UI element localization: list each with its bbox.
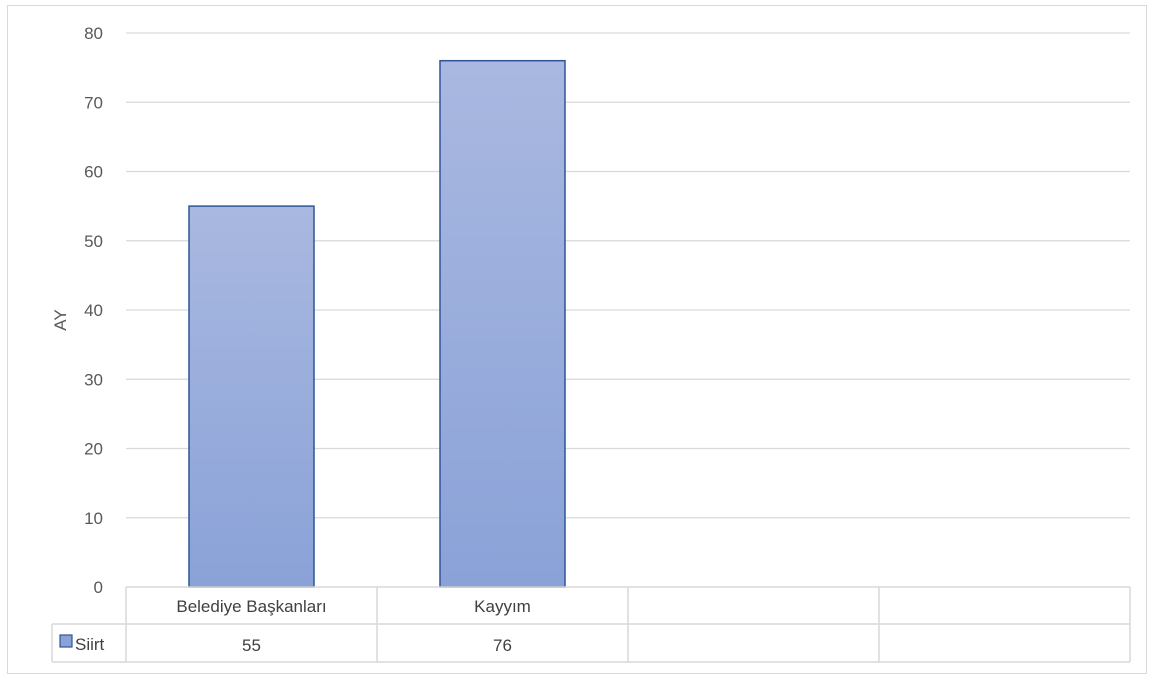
- y-axis-ticks: 0 10 20 30 40 50 60 70 80: [84, 24, 103, 597]
- y-tick-label: 30: [84, 370, 103, 389]
- y-tick-label: 60: [84, 163, 103, 182]
- y-tick-label: 40: [84, 301, 103, 320]
- series-name: Siirt: [75, 635, 105, 654]
- y-tick-label: 70: [84, 93, 103, 112]
- y-tick-label: 50: [84, 232, 103, 251]
- y-axis-label: AY: [51, 309, 70, 330]
- y-tick-label: 80: [84, 24, 103, 43]
- y-tick-label: 20: [84, 440, 103, 459]
- bars: [188, 59, 566, 588]
- bar-1: [188, 205, 315, 588]
- category-label: Belediye Başkanları: [176, 597, 326, 616]
- legend-key: [59, 634, 73, 648]
- data-table: Belediye Başkanları Kayyım Siirt 55 76: [51, 586, 1131, 663]
- category-label: Kayyım: [474, 597, 531, 616]
- bar-2: [439, 59, 566, 588]
- y-tick-label: 0: [94, 578, 103, 597]
- data-label: 55: [242, 636, 261, 655]
- data-label: 76: [493, 636, 512, 655]
- y-tick-label: 10: [84, 509, 103, 528]
